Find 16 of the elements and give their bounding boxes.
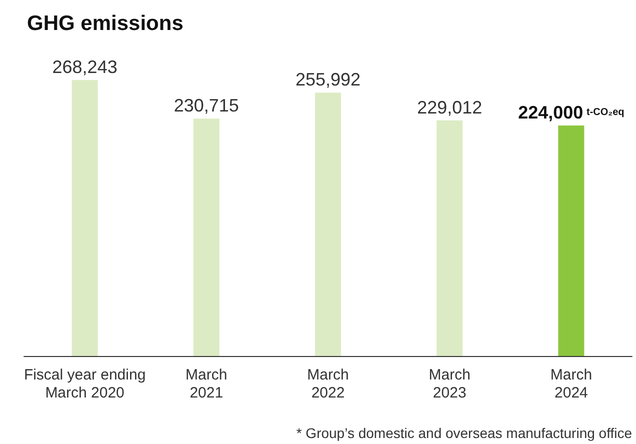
data-label: 229,012 [417, 97, 482, 118]
chart-title: GHG emissions [27, 12, 184, 35]
x-tick-label: March 2023 [428, 366, 470, 402]
x-tick-label: Fiscal year ending March 2020 [24, 366, 146, 402]
bar [72, 80, 98, 356]
x-tick-label: March 2024 [550, 366, 592, 402]
data-label: 255,992 [295, 70, 361, 90]
bar [193, 118, 220, 356]
bar [436, 120, 463, 356]
data-label: 230,715 [174, 96, 239, 116]
x-tick-label: March 2021 [186, 366, 228, 402]
x-tick-label: March 2022 [307, 366, 349, 402]
bar [558, 126, 584, 356]
data-label: 268,243 [52, 57, 118, 77]
text: * Group’s domestic and overseas manufacturing office [296, 425, 632, 441]
bar [315, 92, 341, 356]
